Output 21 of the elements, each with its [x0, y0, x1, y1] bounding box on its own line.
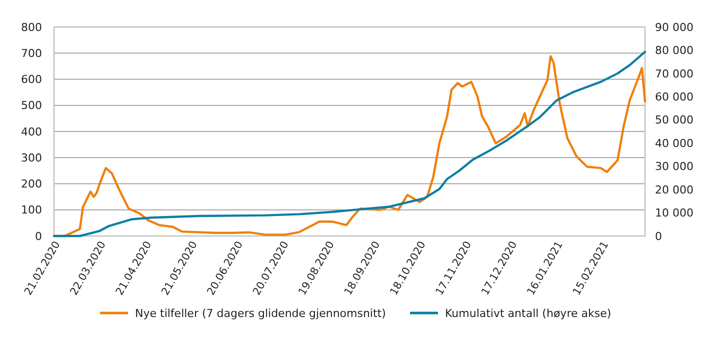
y-tick-label: 100	[21, 204, 42, 217]
legend-label: Nye tilfeller (7 dagers glidende gjennomsnitt)	[135, 306, 386, 320]
y-tick-label: 600	[21, 73, 42, 86]
y2-tick-label: 40 000	[655, 136, 694, 150]
legend-label: Kumulativt antall (høyre akse)	[445, 306, 612, 320]
y2-tick-label: 30 000	[655, 160, 694, 174]
y-tick-label: 500	[21, 99, 42, 112]
y2-tick-label: 90 000	[655, 20, 694, 34]
y2-tick-label: 20 000	[655, 183, 694, 196]
y2-tick-label: 80 000	[655, 44, 694, 58]
y-tick-label: 700	[21, 46, 42, 60]
y-tick-label: 200	[21, 178, 42, 191]
y2-tick-label: 0	[655, 230, 662, 243]
y2-tick-label: 10 000	[655, 206, 694, 220]
y2-tick-label: 60 000	[655, 90, 694, 104]
y-tick-label: 400	[21, 125, 42, 138]
y2-tick-label: 70 000	[655, 67, 694, 80]
y2-tick-label: 50 000	[655, 114, 694, 127]
y-tick-label: 300	[21, 151, 42, 164]
y-tick-label: 0	[35, 230, 42, 243]
y-tick-label: 800	[21, 20, 42, 34]
